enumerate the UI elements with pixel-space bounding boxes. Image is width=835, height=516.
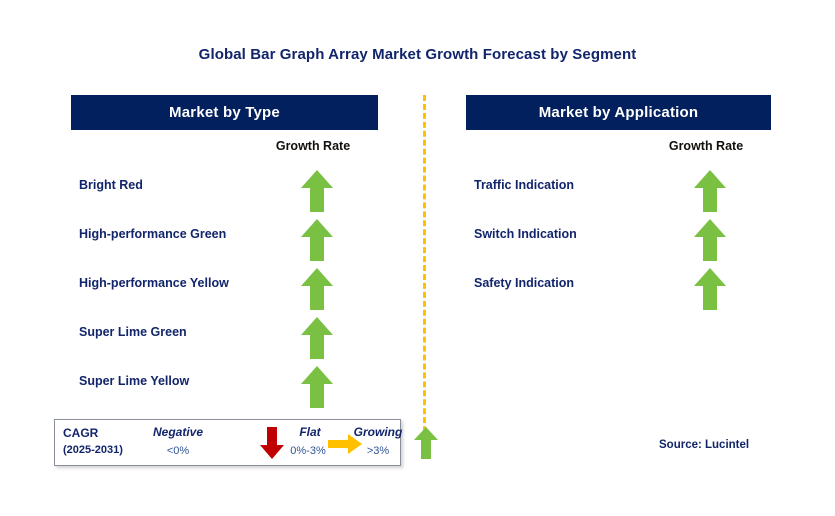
arrow-up-icon bbox=[300, 169, 334, 213]
source-note: Source: Lucintel bbox=[659, 439, 750, 451]
arrow-right-icon bbox=[327, 433, 363, 455]
segment-rows-type: Bright Red High-performance Green High-p… bbox=[71, 167, 378, 412]
segment-label: High-performance Yellow bbox=[79, 276, 229, 290]
segment-label: Super Lime Yellow bbox=[79, 374, 190, 388]
segment-label: Safety Indication bbox=[474, 276, 575, 290]
list-item[interactable]: Switch Indication bbox=[466, 216, 771, 265]
page-title: Global Bar Graph Array Market Growth For… bbox=[198, 46, 637, 63]
vertical-dashed-divider bbox=[423, 95, 426, 450]
list-item[interactable]: Super Lime Green bbox=[71, 314, 378, 363]
segment-label: Bright Red bbox=[79, 178, 143, 192]
legend-cagr-title: CAGR bbox=[63, 426, 99, 440]
list-item[interactable]: High-performance Green bbox=[71, 216, 378, 265]
panel-market-by-application: Market by Application Growth Rate Traffi… bbox=[466, 95, 771, 310]
growth-rate-column-label-type: Growth Rate bbox=[275, 139, 351, 153]
segment-label: Switch Indication bbox=[474, 227, 577, 241]
growth-rate-column-label-application: Growth Rate bbox=[668, 139, 744, 153]
arrow-up-icon bbox=[300, 218, 334, 262]
segment-label: Traffic Indication bbox=[474, 178, 575, 192]
arrow-up-icon bbox=[693, 267, 727, 311]
segment-label: High-performance Green bbox=[79, 227, 227, 241]
list-item[interactable]: Super Lime Yellow bbox=[71, 363, 378, 412]
list-item[interactable]: Safety Indication bbox=[466, 265, 771, 314]
arrow-up-icon bbox=[413, 426, 439, 460]
panel-header-market-by-type: Market by Type bbox=[71, 95, 378, 130]
panel-market-by-type: Market by Type Growth Rate Bright Red Hi… bbox=[71, 95, 378, 408]
legend-negative-value: <0% bbox=[166, 445, 190, 457]
list-item[interactable]: Traffic Indication bbox=[466, 167, 771, 216]
segment-rows-application: Traffic Indication Switch Indication Saf… bbox=[466, 167, 771, 314]
legend-growing-value: >3% bbox=[366, 445, 390, 457]
arrow-up-icon bbox=[693, 169, 727, 213]
panel-header-market-by-application: Market by Application bbox=[466, 95, 771, 130]
legend-negative-word: Negative bbox=[152, 425, 204, 439]
legend-flat-value: 0%-3% bbox=[290, 445, 326, 457]
legend-flat-word: Flat bbox=[299, 425, 321, 439]
arrow-up-icon bbox=[300, 316, 334, 360]
arrow-up-icon bbox=[693, 218, 727, 262]
legend-cagr-years: (2025-2031) bbox=[63, 444, 123, 456]
legend-growing-word: Growing bbox=[353, 425, 403, 439]
arrow-up-icon bbox=[300, 365, 334, 409]
arrow-down-icon bbox=[259, 426, 285, 460]
arrow-up-icon bbox=[300, 267, 334, 311]
segment-label: Super Lime Green bbox=[79, 325, 187, 339]
list-item[interactable]: High-performance Yellow bbox=[71, 265, 378, 314]
list-item[interactable]: Bright Red bbox=[71, 167, 378, 216]
cagr-legend: CAGR (2025-2031) Negative <0% Flat 0%-3%… bbox=[54, 419, 438, 466]
